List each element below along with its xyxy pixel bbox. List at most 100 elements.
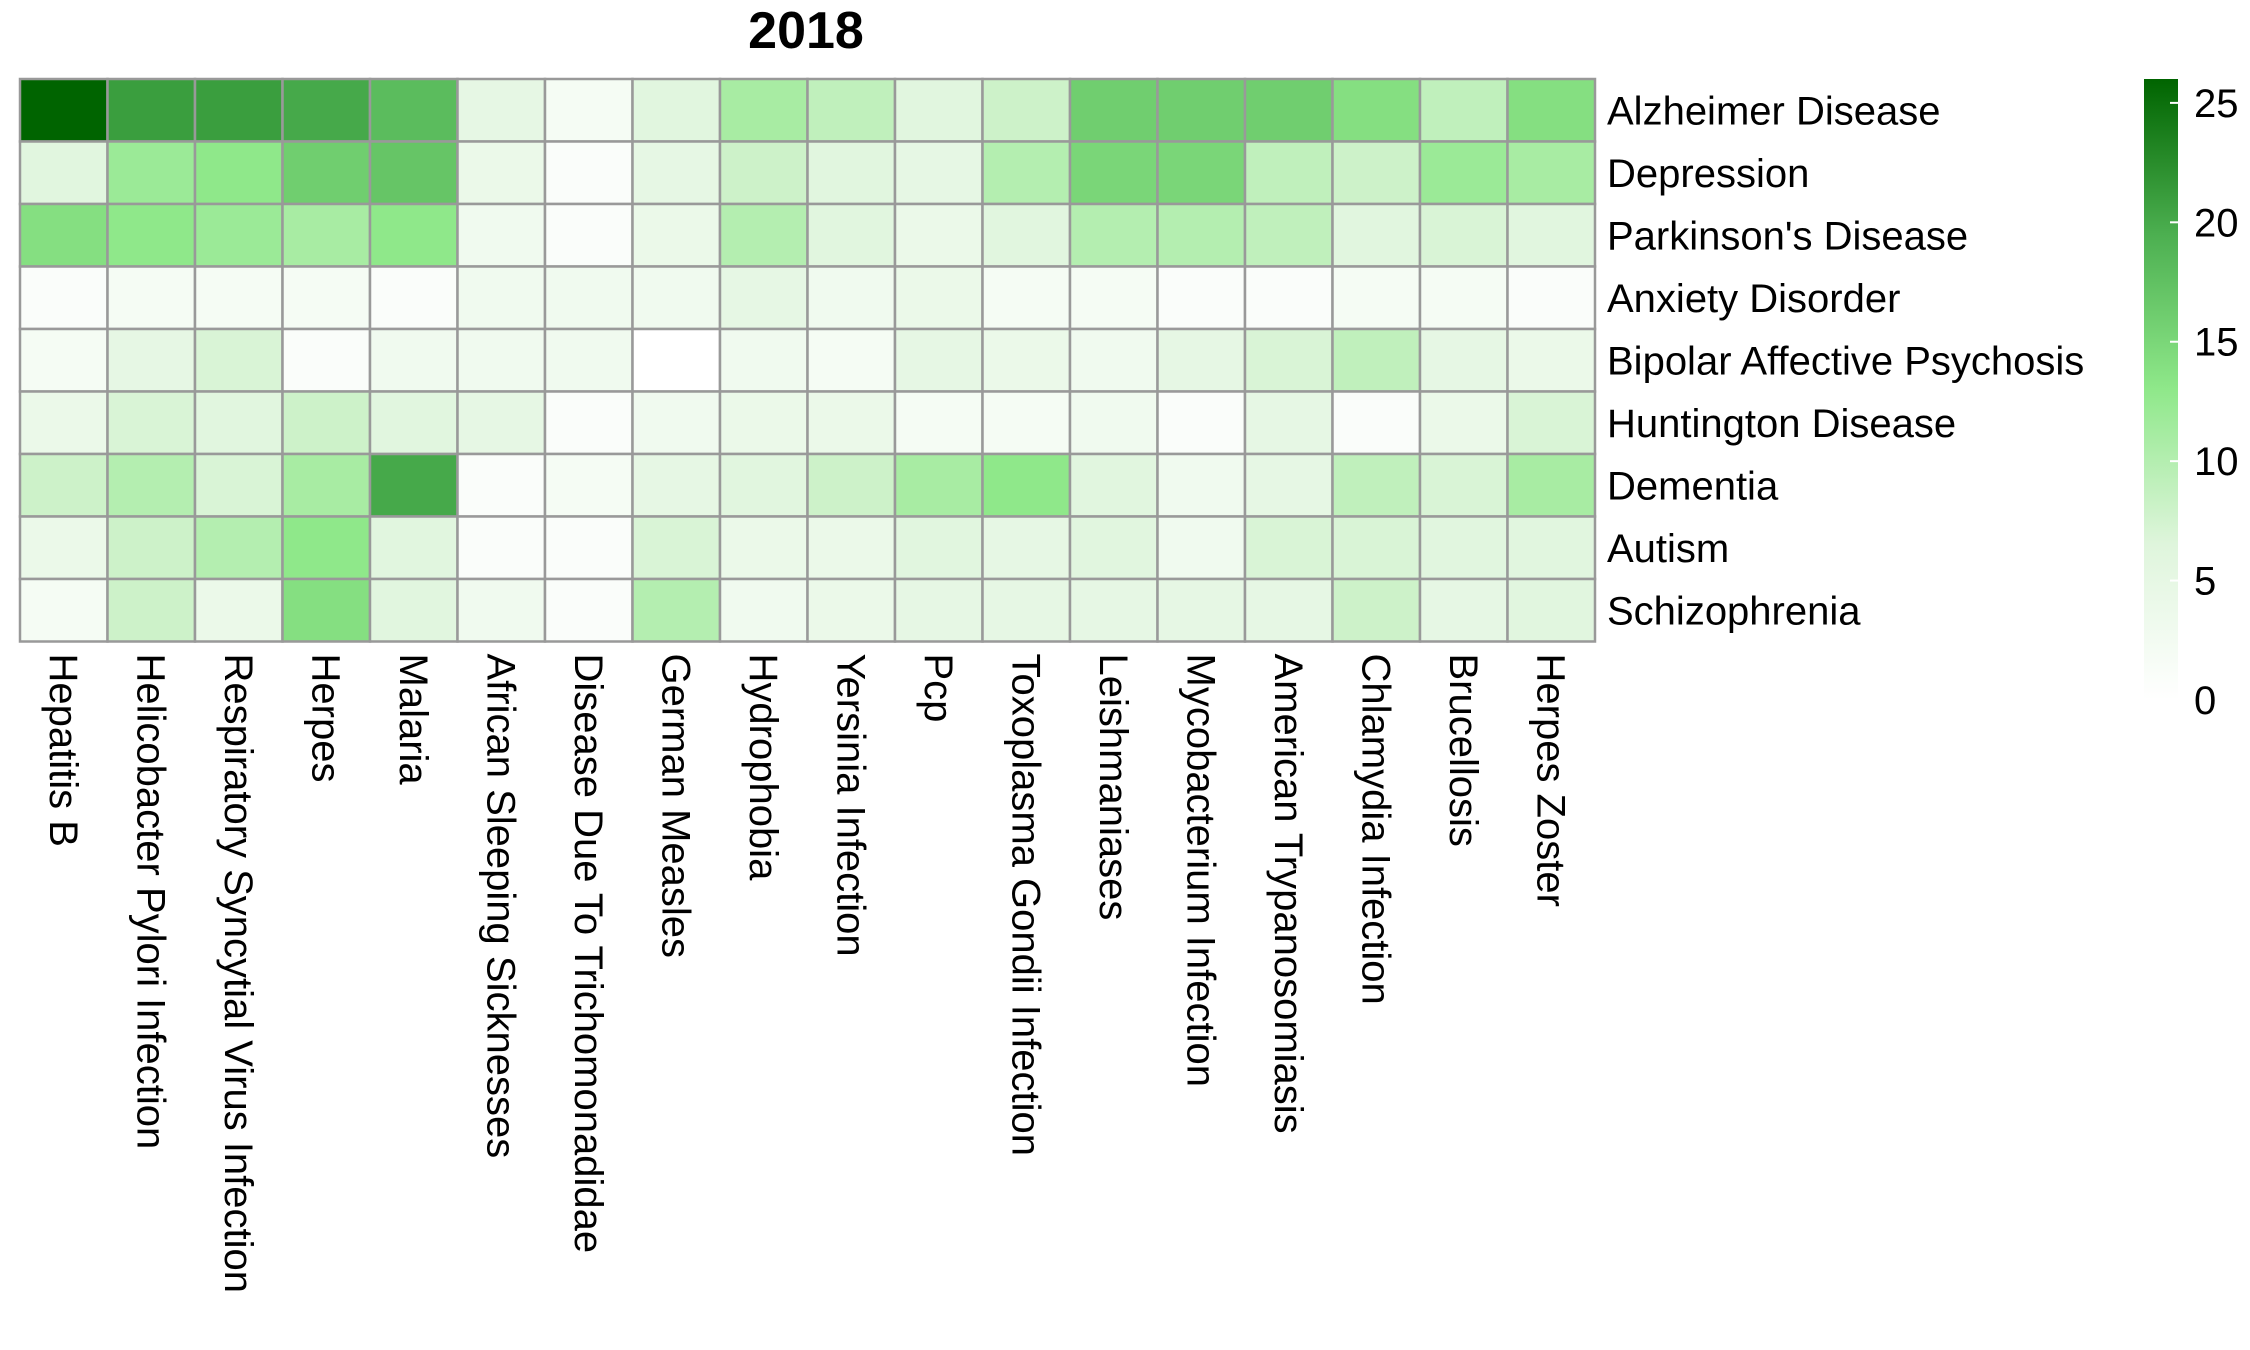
heatmap-cell — [543, 77, 634, 143]
heatmap-cell — [193, 390, 284, 456]
column-label: Hepatitis B — [41, 654, 85, 847]
heatmap-cell — [543, 577, 634, 643]
heatmap-cell — [456, 265, 547, 331]
heatmap-cell — [981, 452, 1072, 518]
heatmap-cell — [1331, 577, 1422, 643]
heatmap-cell — [981, 140, 1072, 206]
heatmap-cell — [368, 390, 459, 456]
heatmap-cell — [1418, 515, 1509, 581]
heatmap-cell — [806, 77, 897, 143]
heatmap-cell — [281, 577, 372, 643]
heatmap-cell — [1506, 140, 1597, 206]
heatmap-cell — [718, 390, 809, 456]
heatmap-cell — [543, 327, 634, 393]
heatmap-cell — [631, 390, 722, 456]
heatmap-cell — [1156, 327, 1247, 393]
heatmap-cell — [981, 515, 1072, 581]
heatmap-cell — [893, 452, 984, 518]
heatmap-cells — [18, 77, 1597, 643]
heatmap-cell — [718, 452, 809, 518]
heatmap-cell — [1068, 77, 1159, 143]
heatmap-cell — [368, 515, 459, 581]
heatmap-cell — [368, 577, 459, 643]
heatmap-cell — [18, 140, 109, 206]
heatmap-cell — [106, 202, 197, 268]
heatmap-cell — [106, 140, 197, 206]
heatmap-cell — [281, 327, 372, 393]
heatmap-cell — [1243, 77, 1334, 143]
heatmap-cell — [1331, 327, 1422, 393]
heatmap-cell — [1068, 265, 1159, 331]
heatmap-cell — [368, 140, 459, 206]
heatmap-cell — [1331, 202, 1422, 268]
column-label: Herpes Zoster — [1528, 654, 1572, 907]
heatmap-cell — [193, 140, 284, 206]
column-label: Yersinia Infection — [828, 654, 872, 957]
heatmap-cell — [1068, 202, 1159, 268]
heatmap-cell — [893, 577, 984, 643]
heatmap-cell — [1156, 140, 1247, 206]
column-label: Helicobacter Pylori Infection — [128, 654, 172, 1150]
heatmap-cell — [193, 452, 284, 518]
legend-tick-label: 20 — [2194, 201, 2239, 245]
heatmap-cell — [806, 577, 897, 643]
heatmap-cell — [368, 452, 459, 518]
heatmap-cell — [718, 327, 809, 393]
row-label: Dementia — [1607, 464, 1779, 508]
heatmap-cell — [1506, 327, 1597, 393]
heatmap-cell — [456, 577, 547, 643]
heatmap-cell — [281, 140, 372, 206]
heatmap-cell — [106, 452, 197, 518]
heatmap-cell — [1243, 140, 1334, 206]
legend-tick-label: 25 — [2194, 82, 2239, 126]
heatmap-cell — [456, 140, 547, 206]
heatmap-cell — [1243, 577, 1334, 643]
heatmap-cell — [1156, 265, 1247, 331]
heatmap-cell — [106, 265, 197, 331]
heatmap-cell — [1331, 265, 1422, 331]
heatmap-cell — [368, 265, 459, 331]
heatmap-cell — [18, 515, 109, 581]
heatmap-cell — [18, 265, 109, 331]
heatmap-cell — [1068, 515, 1159, 581]
heatmap-cell — [456, 390, 547, 456]
heatmap-cell — [18, 577, 109, 643]
heatmap-cell — [1418, 265, 1509, 331]
heatmap-cell — [281, 77, 372, 143]
heatmap-cell — [1156, 202, 1247, 268]
heatmap-cell — [1506, 390, 1597, 456]
column-label: African Sleeping Sicknesses — [478, 654, 522, 1159]
legend-tick-label: 0 — [2194, 679, 2216, 723]
heatmap-cell — [1331, 390, 1422, 456]
column-label: Brucellosis — [1441, 654, 1485, 847]
heatmap-cell — [806, 452, 897, 518]
heatmap-cell — [1156, 577, 1247, 643]
heatmap-cell — [893, 202, 984, 268]
heatmap-cell — [1418, 577, 1509, 643]
heatmap-cell — [1068, 327, 1159, 393]
heatmap-cell — [981, 265, 1072, 331]
heatmap-cell — [543, 265, 634, 331]
heatmap-cell — [193, 515, 284, 581]
legend-tick-label: 5 — [2194, 560, 2216, 604]
heatmap-cell — [543, 452, 634, 518]
heatmap-cell — [193, 202, 284, 268]
legend-tick-label: 15 — [2194, 321, 2239, 365]
column-label: Toxoplasma Gondii Infection — [1003, 654, 1047, 1157]
heatmap-cell — [1418, 452, 1509, 518]
heatmap-cell — [1156, 77, 1247, 143]
heatmap-cell — [456, 515, 547, 581]
heatmap-cell — [1506, 515, 1597, 581]
heatmap-cell — [18, 390, 109, 456]
heatmap-cell — [1506, 452, 1597, 518]
column-label: Malaria — [391, 654, 435, 786]
column-label: Herpes — [303, 654, 347, 783]
heatmap-cell — [893, 77, 984, 143]
row-label: Huntington Disease — [1607, 402, 1956, 446]
heatmap-cell — [1506, 577, 1597, 643]
heatmap-cell — [281, 515, 372, 581]
heatmap-cell — [368, 77, 459, 143]
heatmap-cell — [1418, 202, 1509, 268]
heatmap-cell — [193, 77, 284, 143]
